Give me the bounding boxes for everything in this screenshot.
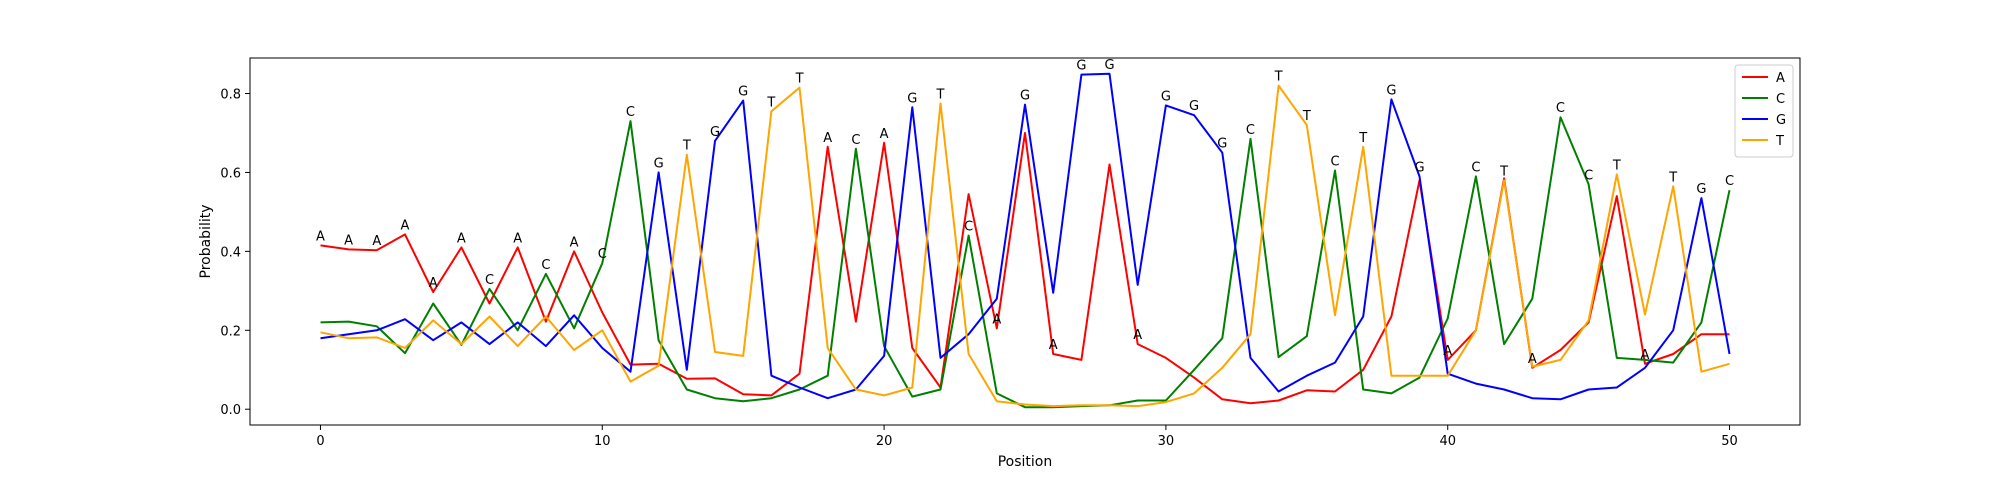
peak-label: A — [429, 276, 438, 291]
peak-label: C — [1556, 101, 1565, 116]
peak-label: A — [1049, 338, 1058, 353]
peak-label: G — [1415, 160, 1425, 175]
peak-label: A — [372, 234, 381, 249]
legend-box — [1734, 64, 1794, 158]
peak-label: G — [738, 85, 748, 100]
x-tick-label: 30 — [1158, 434, 1175, 449]
peak-label: C — [1330, 154, 1339, 169]
peak-label: A — [880, 127, 889, 142]
peak-label: T — [1358, 131, 1367, 146]
x-tick-label: 20 — [876, 434, 893, 449]
peak-label: G — [654, 156, 664, 171]
peak-label: C — [541, 258, 550, 273]
peak-label: T — [766, 95, 775, 110]
x-axis-label: Position — [998, 454, 1053, 470]
peak-label: C — [1584, 168, 1593, 183]
peak-label: A — [513, 231, 522, 246]
peak-label: T — [1668, 170, 1677, 185]
series-line-g — [320, 72, 1731, 401]
legend-label-g: G — [1776, 113, 1786, 128]
peak-label: T — [1302, 109, 1311, 124]
x-tick-label: 0 — [316, 434, 324, 449]
peak-label: G — [907, 91, 917, 106]
peak-label: G — [1161, 89, 1171, 104]
peak-label: C — [851, 133, 860, 148]
peak-label: G — [1189, 99, 1199, 114]
peak-labels: A A A A A A C A C A C C G T G G T T A C A G T C A G A G G A G G G C T T C T G G… — [316, 58, 1734, 367]
legend-label-c: C — [1776, 92, 1785, 107]
peak-label: A — [823, 131, 832, 146]
peak-label: G — [1386, 83, 1396, 98]
x-tick-label: 10 — [594, 434, 611, 449]
peak-label: T — [682, 139, 691, 154]
peak-label: A — [1641, 348, 1650, 363]
legend-label-t: T — [1775, 134, 1784, 149]
peak-label: T — [935, 87, 944, 102]
y-tick-label: 0.4 — [220, 245, 241, 260]
peak-label: A — [570, 235, 579, 250]
peak-label: C — [1471, 160, 1480, 175]
peak-label: A — [401, 218, 410, 233]
peak-label: A — [1528, 352, 1537, 367]
x-tick-label: 50 — [1721, 434, 1738, 449]
peak-label: A — [316, 229, 325, 244]
peak-label: C — [485, 273, 494, 288]
peak-label: A — [344, 233, 353, 248]
peak-label: G — [1105, 58, 1115, 73]
peak-label: G — [1020, 89, 1030, 104]
plot-frame — [249, 57, 1801, 426]
y-tick-label: 0.8 — [220, 88, 241, 103]
peak-label: T — [795, 72, 804, 87]
peak-label: T — [1274, 70, 1283, 85]
peak-label: A — [992, 312, 1001, 327]
y-axis-label: Probability — [198, 204, 214, 278]
y-axis: 0.0 0.2 0.4 0.6 0.8 — [220, 88, 250, 418]
peak-label: G — [710, 125, 720, 140]
series-lines — [320, 72, 1731, 409]
x-axis: 0 10 20 30 40 50 — [316, 425, 1738, 449]
peak-label: G — [1076, 59, 1086, 74]
peak-label: C — [598, 247, 607, 262]
peak-label: G — [1217, 137, 1227, 152]
peak-label: C — [1246, 123, 1255, 138]
x-tick-label: 40 — [1439, 434, 1456, 449]
y-tick-label: 0.0 — [220, 403, 241, 418]
peak-label: T — [1499, 164, 1508, 179]
peak-label: C — [1725, 174, 1734, 189]
y-tick-label: 0.2 — [220, 324, 241, 339]
peak-label: A — [457, 231, 466, 246]
peak-label: C — [964, 220, 973, 235]
y-tick-label: 0.6 — [220, 166, 241, 181]
peak-label: G — [1696, 182, 1706, 197]
peak-label: T — [1612, 158, 1621, 173]
peak-label: A — [1443, 344, 1452, 359]
series-line-c — [320, 116, 1731, 409]
legend-label-a: A — [1776, 71, 1785, 86]
peak-label: C — [626, 105, 635, 120]
series-line-t — [320, 84, 1730, 408]
peak-label: A — [1133, 328, 1142, 343]
